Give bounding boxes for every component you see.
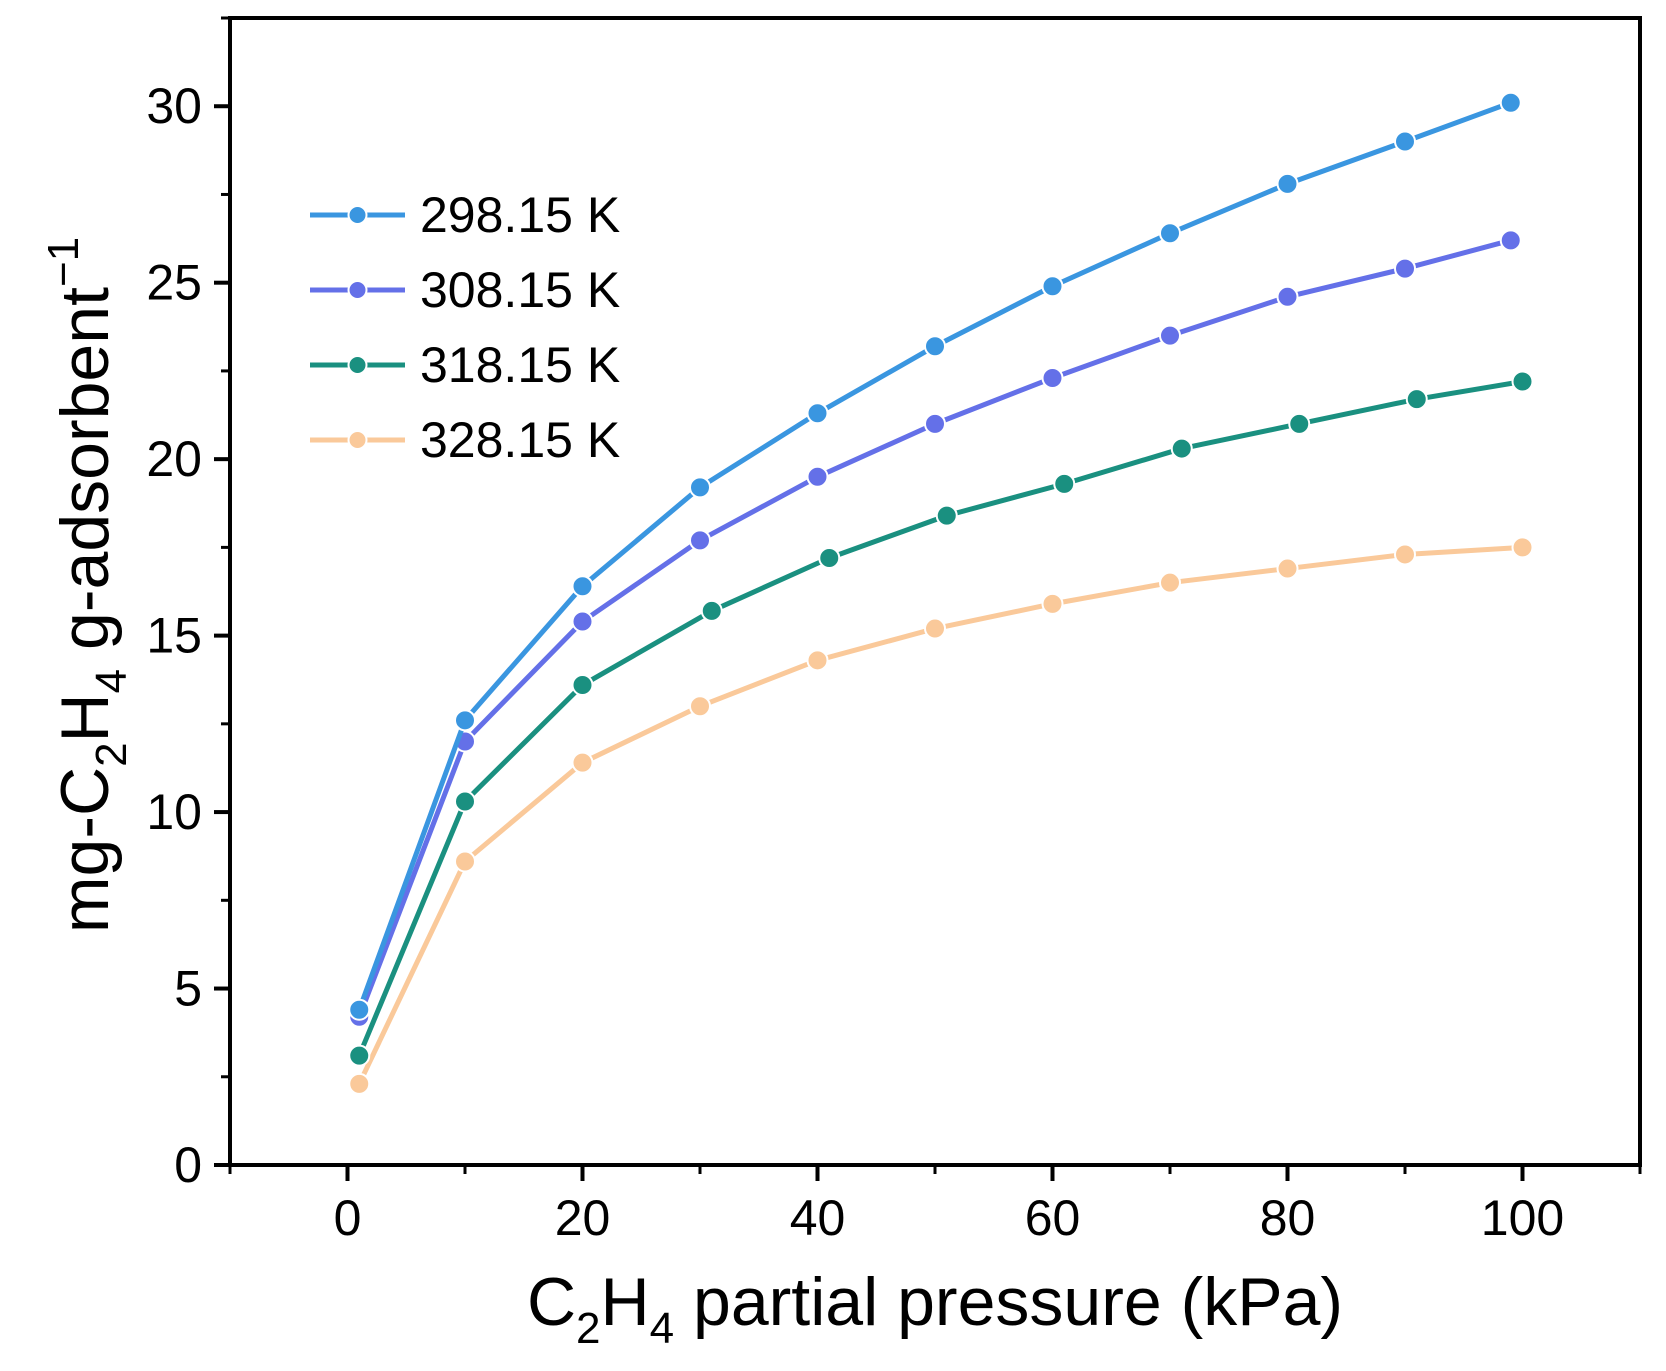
series-line — [356, 379, 1523, 1057]
y-axis: 0 5 10 15 20 25 30 — [146, 16, 230, 1193]
y-axis-title: mg-C2H4 g-adsorbent−1 — [39, 237, 136, 933]
data-point — [1041, 366, 1064, 389]
legend-item: 298.15 K — [310, 187, 620, 243]
data-point — [689, 529, 711, 552]
legend: 298.15 K 308.15 K 318.15 K 328.15 K — [310, 187, 620, 468]
series-layer — [348, 91, 1534, 1095]
data-point — [1041, 275, 1064, 298]
data-point — [924, 335, 946, 358]
data-point — [924, 412, 946, 435]
data-point — [571, 674, 594, 697]
data-point — [454, 790, 476, 813]
x-tick-label: 40 — [790, 1190, 846, 1246]
legend-label: 328.15 K — [420, 412, 620, 468]
data-point — [1394, 130, 1416, 153]
y-tick-label: 15 — [146, 608, 202, 664]
data-point — [1394, 257, 1416, 280]
y-tick-label: 0 — [174, 1137, 202, 1193]
legend-item: 308.15 K — [310, 262, 620, 318]
legend-item: 318.15 K — [310, 337, 620, 393]
x-tick-label: 0 — [334, 1190, 362, 1246]
data-point — [348, 998, 371, 1021]
series-29815 — [348, 91, 1522, 1021]
data-point — [348, 1072, 371, 1095]
data-point — [1394, 543, 1416, 566]
data-point — [1159, 571, 1181, 594]
series-31815 — [348, 370, 1534, 1067]
data-point — [571, 575, 594, 598]
data-point — [935, 504, 958, 527]
legend-swatch-marker — [347, 205, 368, 225]
data-point — [806, 465, 829, 488]
data-point — [571, 610, 594, 633]
x-tick-label: 80 — [1260, 1190, 1316, 1246]
data-point — [1499, 91, 1522, 114]
y-tick-label: 30 — [146, 78, 202, 134]
data-point — [806, 649, 829, 672]
data-point — [1170, 437, 1193, 460]
legend-label: 318.15 K — [420, 337, 620, 393]
data-point — [1159, 222, 1181, 245]
data-point — [1276, 172, 1299, 195]
data-point — [571, 751, 594, 774]
data-point — [1159, 324, 1181, 347]
data-point — [348, 1044, 371, 1067]
data-point — [818, 546, 841, 569]
data-point — [1276, 557, 1299, 580]
data-point — [689, 695, 711, 718]
x-axis: 0 20 40 60 80 100 — [228, 1165, 1642, 1246]
data-point — [1041, 592, 1064, 615]
x-tick-label: 20 — [555, 1190, 611, 1246]
data-point — [700, 599, 723, 622]
y-tick-label: 5 — [174, 961, 202, 1017]
data-point — [1511, 536, 1534, 559]
y-tick-label: 20 — [146, 431, 202, 487]
legend-swatch-marker — [347, 430, 368, 450]
series-30815 — [348, 229, 1522, 1028]
data-point — [1499, 229, 1522, 252]
x-tick-label: 100 — [1481, 1190, 1564, 1246]
legend-swatch-marker — [347, 355, 368, 375]
data-point — [689, 476, 711, 499]
data-point — [1053, 472, 1076, 495]
data-point — [1276, 285, 1299, 308]
legend-label: 298.15 K — [420, 187, 620, 243]
data-point — [454, 709, 476, 732]
y-tick-label: 25 — [146, 255, 202, 311]
x-tick-label: 60 — [1025, 1190, 1081, 1246]
legend-label: 308.15 K — [420, 262, 620, 318]
data-point — [806, 402, 829, 425]
legend-item: 328.15 K — [310, 412, 620, 468]
legend-swatch-marker — [347, 280, 368, 300]
data-point — [924, 617, 946, 640]
data-point — [454, 850, 476, 873]
data-point — [1288, 412, 1311, 435]
x-axis-title: C2H4 partial pressure (kPa) — [527, 1264, 1343, 1353]
y-tick-label: 10 — [146, 784, 202, 840]
data-point — [1405, 388, 1428, 411]
series-32815 — [348, 536, 1534, 1095]
data-point — [1511, 370, 1534, 393]
